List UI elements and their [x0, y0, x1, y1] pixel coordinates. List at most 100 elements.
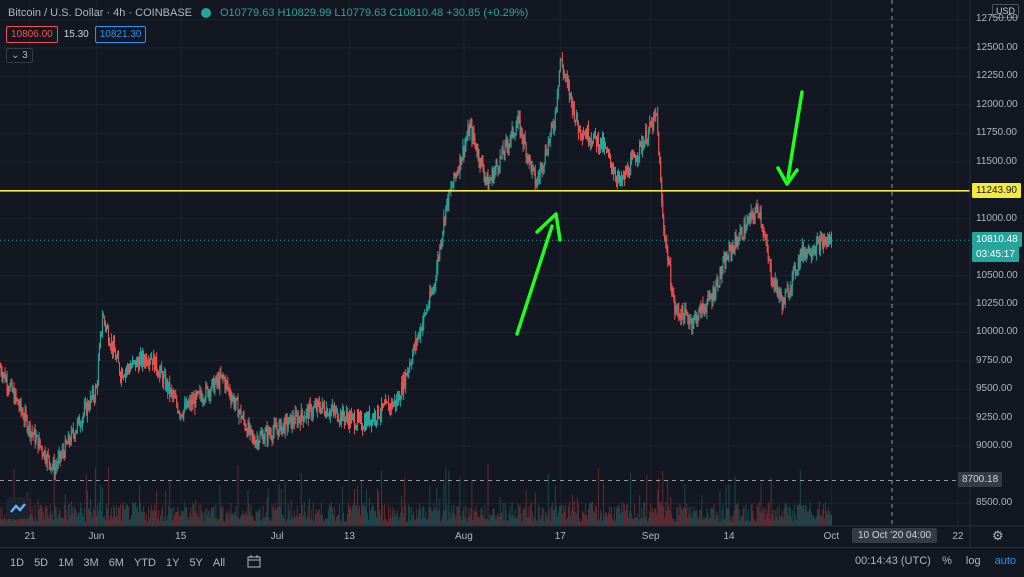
candle-body [183, 409, 185, 417]
candle-body [163, 375, 165, 384]
candle-body [15, 391, 17, 399]
candle-body [178, 412, 180, 414]
candle-body [210, 390, 212, 397]
timeframe-button-6m[interactable]: 6M [108, 556, 124, 569]
candle-body [571, 100, 573, 112]
candle-body [93, 397, 95, 400]
price-chart[interactable] [0, 0, 1024, 547]
volume-bar [541, 507, 543, 526]
volume-bar [223, 520, 225, 526]
candle-body [532, 165, 534, 168]
auto-scale-button[interactable]: auto [994, 555, 1016, 567]
candle-body [298, 417, 300, 420]
buy-price-button[interactable]: 10821.30 [94, 26, 147, 43]
volume-bar [714, 518, 716, 526]
timeframe-button-1d[interactable]: 1D [10, 556, 25, 569]
volume-bar [755, 520, 757, 526]
volume-bar [210, 510, 212, 526]
candle-body [743, 222, 745, 239]
candle-body [137, 359, 139, 363]
volume-bar [780, 515, 782, 526]
volume-bar [317, 510, 319, 526]
candle-body [179, 412, 181, 416]
volume-bar [513, 518, 515, 526]
volume-bar [76, 516, 78, 526]
volume-bar [746, 519, 748, 526]
candle-body [478, 150, 480, 162]
candle-body [569, 92, 571, 97]
candle-body [693, 316, 695, 325]
volume-bar [97, 510, 99, 526]
volume-bar [215, 504, 217, 526]
volume-bar [700, 510, 702, 526]
volume-bar [462, 511, 464, 526]
volume-bar [527, 507, 529, 526]
volume-bar [387, 521, 389, 526]
candle-body [384, 404, 386, 406]
indicators-toggle-button[interactable]: ⌄ 3 [6, 48, 33, 63]
log-scale-button[interactable]: log [965, 555, 981, 567]
timeframe-button-1y[interactable]: 1Y [165, 556, 180, 569]
candle-body [525, 144, 527, 158]
volume-bar [485, 519, 487, 526]
candle-body [553, 128, 555, 130]
volume-bar [391, 518, 393, 526]
volume-bar [735, 505, 737, 526]
arrow-down-annotation[interactable] [776, 90, 804, 186]
volume-bar [409, 506, 411, 526]
timeframe-button-1m[interactable]: 1M [58, 556, 74, 569]
candle-body [230, 395, 232, 402]
candle-body [415, 338, 417, 348]
volume-bar [454, 513, 456, 526]
timeframe-button-3m[interactable]: 3M [83, 556, 99, 569]
volume-bar [469, 515, 471, 526]
candle-body [638, 155, 640, 160]
sell-price-button[interactable]: 10806.00 [6, 26, 58, 43]
utc-clock[interactable]: 00:14:43 (UTC) [855, 555, 931, 567]
volume-bar [40, 505, 42, 526]
candle-body [153, 355, 155, 365]
volume-bar [425, 510, 427, 526]
candle-body [105, 326, 107, 328]
volume-bar [74, 509, 76, 526]
volume-bar [348, 507, 350, 526]
symbol-title[interactable]: Bitcoin / U.S. Dollar · 4h · COINBASE [8, 7, 192, 19]
candle-body [457, 170, 459, 175]
volume-bar [208, 511, 210, 526]
candle-body [477, 150, 479, 155]
volume-bar [24, 513, 26, 526]
volume-bar [701, 495, 703, 526]
timeframe-button-ytd[interactable]: YTD [133, 556, 156, 569]
candle-body [127, 365, 129, 370]
tradingview-logo-icon[interactable] [6, 497, 30, 519]
volume-bar [733, 510, 735, 526]
candle-body [238, 411, 240, 418]
timeframe-button-5y[interactable]: 5Y [189, 556, 203, 569]
volume-bar [750, 504, 752, 526]
candle-body [814, 249, 816, 254]
crosshair-price-tag: 8700.18 [958, 472, 1003, 488]
candle-body [540, 163, 542, 169]
date-range-icon[interactable] [247, 554, 261, 571]
candle-body [20, 401, 22, 411]
candle-body [181, 414, 183, 417]
candle-body [16, 398, 18, 400]
candle-body [608, 151, 610, 155]
candle-body [588, 141, 590, 143]
candle-body [684, 308, 686, 323]
volume-bar [14, 520, 16, 526]
timeframe-button-all[interactable]: All [212, 556, 226, 569]
volume-bar [682, 508, 684, 526]
candle-body [307, 408, 309, 419]
currency-label[interactable]: USD [991, 4, 1019, 18]
volume-bar [423, 505, 425, 526]
volume-bar [668, 505, 670, 526]
percent-scale-button[interactable]: % [942, 555, 952, 567]
arrow-up-annotation[interactable] [515, 212, 562, 336]
volume-bar [800, 505, 802, 526]
volume-bar [613, 521, 615, 526]
settings-gear-icon[interactable]: ⚙ [992, 528, 1004, 543]
timeframe-button-5d[interactable]: 5D [34, 556, 49, 569]
volume-bar [328, 504, 330, 526]
volume-bar [250, 504, 252, 526]
